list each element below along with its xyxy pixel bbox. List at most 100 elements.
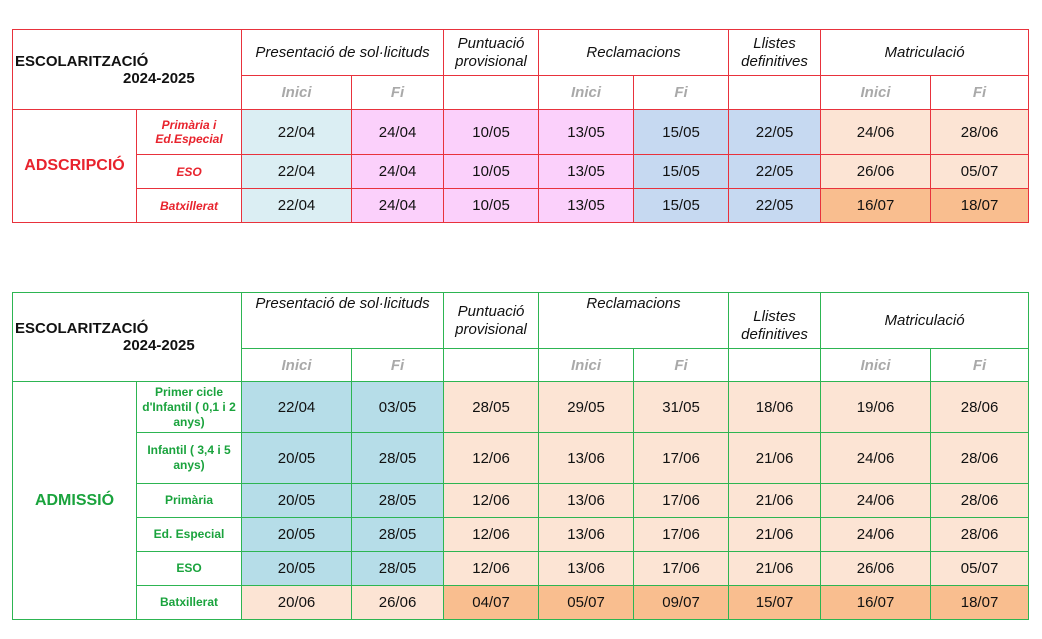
date-cell: 24/06 [820,432,932,484]
title-line2: 2024-2025 [123,69,195,87]
table-row: ESO 20/05 28/05 12/06 13/06 17/06 21/06 … [13,551,1030,586]
date-cell: 28/06 [930,432,1030,484]
sub-empty [728,75,822,110]
date-cell: 19/06 [820,381,932,433]
date-cell: 20/05 [241,432,353,484]
table-row: Batxillerat 22/04 24/04 10/05 13/05 15/0… [13,188,1030,223]
admissio-table: ESCOLARITZACIÓ 2024-2025 Presentació de … [11,292,1030,620]
date-cell: 24/06 [820,483,932,518]
sub-inici: Inici [241,348,353,382]
date-cell: 13/06 [538,483,635,518]
row-category: Batxillerat [135,188,243,223]
date-cell: 26/06 [351,585,445,620]
date-cell: 13/05 [538,188,635,223]
school-year-title: ESCOLARITZACIÓ 2024-2025 [11,29,243,110]
date-cell: 12/06 [443,483,540,518]
row-category: Primària [135,483,243,518]
title-line1: ESCOLARITZACIÓ [15,52,149,70]
date-cell: 10/05 [443,188,540,223]
row-category: Primària i Ed.Especial [135,109,243,155]
date-cell: 20/05 [241,517,353,552]
date-cell: 21/06 [728,551,822,586]
sub-empty [443,348,540,382]
table-row: ADSCRIPCIÓ Primària i Ed.Especial 22/04 … [12,109,1030,223]
title-line1: ESCOLARITZACIÓ [15,320,149,337]
date-cell: 16/07 [820,188,932,223]
date-cell: 10/05 [443,154,540,189]
date-cell: 18/07 [930,188,1030,223]
sub-inici: Inici [241,75,353,110]
date-cell: 13/05 [538,154,635,189]
header-puntuacio: Puntuació provisional [443,292,540,349]
header-matriculacio: Matriculació [820,29,1030,76]
date-cell: 20/05 [241,551,353,586]
date-cell: 13/06 [538,551,635,586]
date-cell: 12/06 [443,432,540,484]
date-cell: 12/06 [443,551,540,586]
sub-empty [443,75,540,110]
date-cell: 22/04 [241,154,353,189]
row-category: Batxillerat [135,585,243,620]
table-row: Batxillerat 20/06 26/06 04/07 05/07 09/0… [13,585,1030,620]
date-cell: 15/05 [633,154,730,189]
date-cell: 29/05 [538,381,635,433]
row-category: Infantil ( 3,4 i 5 anys) [135,432,243,484]
header-llistes: Llistes definitives [728,292,822,349]
date-cell: 18/06 [728,381,822,433]
table-row: ADMISSIÓ Primer cicle d'Infantil ( 0,1 i… [12,381,1030,620]
date-cell: 15/07 [728,585,822,620]
header-matriculacio: Matriculació [820,292,1030,349]
sub-fi: Fi [351,348,445,382]
date-cell: 28/06 [930,517,1030,552]
date-cell: 26/06 [820,154,932,189]
date-cell: 31/05 [633,381,730,433]
date-cell: 05/07 [930,154,1030,189]
sub-inici: Inici [538,75,635,110]
sub-fi: Fi [633,75,730,110]
section-label: ADMISSIÓ [12,381,137,620]
date-cell: 28/06 [930,381,1030,433]
header-presentacio: Presentació de sol·licituds [241,29,445,76]
header-reclamacions: Reclamacions [538,29,730,76]
adscripcio-table: ESCOLARITZACIÓ 2024-2025 Presentació de … [11,29,1030,223]
date-cell: 28/06 [930,109,1030,155]
date-cell: 05/07 [930,551,1030,586]
sub-fi: Fi [930,75,1030,110]
date-cell: 24/06 [820,517,932,552]
header-reclamacions: Reclamacions [538,292,730,349]
title-line2: 2024-2025 [123,337,195,354]
date-cell: 24/04 [351,188,445,223]
date-cell: 24/04 [351,109,445,155]
date-cell: 17/06 [633,432,730,484]
sub-fi: Fi [633,348,730,382]
date-cell: 24/06 [820,109,932,155]
date-cell: 28/05 [351,517,445,552]
date-cell: 22/05 [728,109,822,155]
date-cell: 28/05 [443,381,540,433]
sub-inici: Inici [820,75,932,110]
date-cell: 13/06 [538,517,635,552]
date-cell: 16/07 [820,585,932,620]
date-cell: 28/05 [351,551,445,586]
table-row: Primària 20/05 28/05 12/06 13/06 17/06 2… [13,483,1030,518]
date-cell: 21/06 [728,517,822,552]
sub-empty [728,348,822,382]
date-cell: 22/04 [241,188,353,223]
date-cell: 21/06 [728,432,822,484]
date-cell: 22/05 [728,188,822,223]
row-category: Primer cicle d'Infantil ( 0,1 i 2 anys) [135,381,243,433]
date-cell: 12/06 [443,517,540,552]
date-cell: 22/05 [728,154,822,189]
date-cell: 20/05 [241,483,353,518]
date-cell: 10/05 [443,109,540,155]
row-category: Ed. Especial [135,517,243,552]
date-cell: 28/06 [930,483,1030,518]
table-row: ESO 22/04 24/04 10/05 13/05 15/05 22/05 … [13,154,1030,189]
sub-fi: Fi [351,75,445,110]
date-cell: 04/07 [443,585,540,620]
date-cell: 24/04 [351,154,445,189]
date-cell: 22/04 [241,109,353,155]
school-year-title: ESCOLARITZACIÓ 2024-2025 [11,292,243,382]
date-cell: 18/07 [930,585,1030,620]
date-cell: 21/06 [728,483,822,518]
